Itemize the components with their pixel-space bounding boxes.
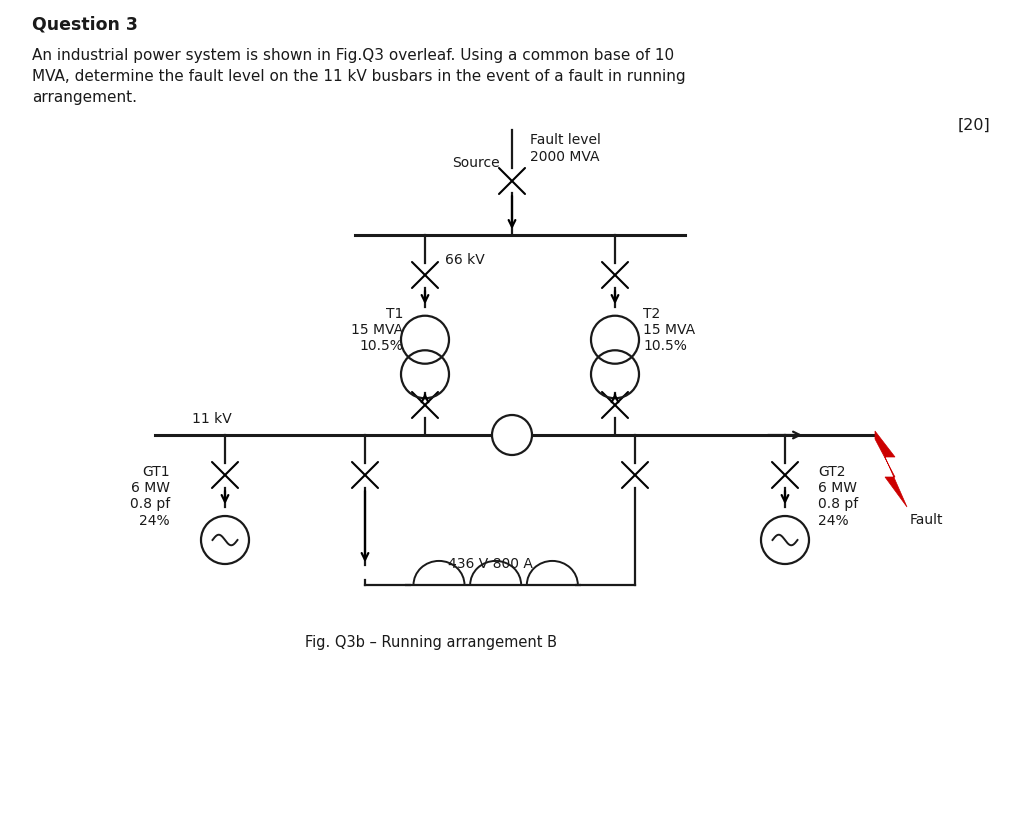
Text: [20]: [20] bbox=[957, 118, 990, 133]
Text: Fault level
2000 MVA: Fault level 2000 MVA bbox=[530, 133, 601, 165]
Text: Question 3: Question 3 bbox=[32, 15, 138, 33]
Text: GT1
6 MW
0.8 pf
24%: GT1 6 MW 0.8 pf 24% bbox=[130, 465, 170, 528]
Circle shape bbox=[492, 415, 532, 455]
Text: T2
15 MVA
10.5%: T2 15 MVA 10.5% bbox=[643, 307, 695, 354]
Text: 66 kV: 66 kV bbox=[445, 253, 484, 267]
Text: Source: Source bbox=[453, 156, 500, 170]
Text: Fig. Q3b – Running arrangement B: Fig. Q3b – Running arrangement B bbox=[305, 635, 557, 650]
Text: 11 kV: 11 kV bbox=[193, 412, 231, 426]
Text: 436 V 800 A: 436 V 800 A bbox=[447, 557, 532, 571]
Text: T1
15 MVA
10.5%: T1 15 MVA 10.5% bbox=[351, 307, 403, 354]
Text: An industrial power system is shown in Fig.Q3 overleaf. Using a common base of 1: An industrial power system is shown in F… bbox=[32, 48, 686, 105]
Text: GT2
6 MW
0.8 pf
24%: GT2 6 MW 0.8 pf 24% bbox=[818, 465, 858, 528]
Polygon shape bbox=[874, 431, 907, 507]
Text: Fault: Fault bbox=[910, 513, 943, 527]
